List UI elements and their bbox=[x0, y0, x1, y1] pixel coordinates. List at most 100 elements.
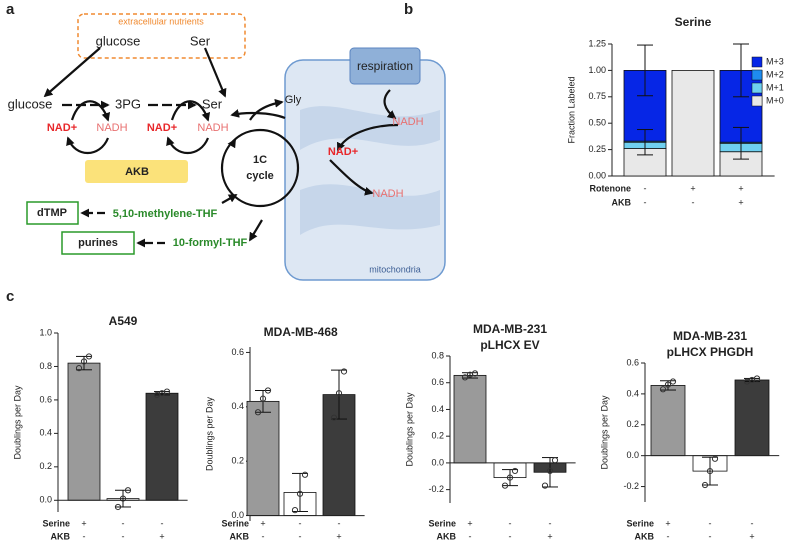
y-tick-label: 0.6 bbox=[231, 347, 244, 357]
data-point bbox=[551, 457, 559, 464]
purines-box bbox=[61, 231, 135, 255]
data-point bbox=[163, 388, 171, 395]
y-axis-title: Doublings per Day bbox=[12, 385, 22, 460]
condition-name: Serine bbox=[221, 518, 249, 528]
node-label: NAD+ bbox=[47, 122, 77, 134]
y-tick-label: 0.8 bbox=[39, 361, 52, 371]
legend-swatch bbox=[751, 56, 763, 68]
node-label: NAD+ bbox=[328, 146, 358, 158]
node-label: glucose bbox=[8, 96, 53, 111]
data-point bbox=[669, 378, 677, 385]
condition-name: AKB bbox=[51, 531, 71, 541]
data-point bbox=[85, 353, 93, 360]
data-point bbox=[511, 467, 519, 475]
condition-value: - bbox=[644, 197, 647, 207]
node-label: cycle bbox=[246, 170, 274, 182]
condition-value: - bbox=[509, 531, 512, 541]
condition-value: - bbox=[83, 531, 86, 541]
y-axis-title: Doublings per Day bbox=[599, 395, 609, 470]
condition-name: Serine bbox=[428, 518, 456, 528]
data-point bbox=[124, 487, 132, 494]
data-point bbox=[119, 495, 127, 502]
respiration-box bbox=[349, 47, 421, 85]
condition-value: - bbox=[549, 518, 552, 528]
condition-value: - bbox=[299, 531, 302, 541]
condition-value: + bbox=[260, 518, 265, 528]
data-point bbox=[501, 482, 509, 489]
data-point bbox=[471, 370, 479, 377]
condition-name: Rotenone bbox=[590, 183, 632, 193]
condition-value: + bbox=[467, 518, 472, 528]
node-label: AKB bbox=[125, 166, 149, 178]
node-label: Ser bbox=[202, 96, 223, 111]
condition-value: - bbox=[709, 518, 712, 528]
data-point bbox=[753, 375, 761, 382]
y-tick-label: 0.75 bbox=[588, 91, 606, 101]
arrow bbox=[336, 123, 399, 152]
data-point bbox=[330, 414, 338, 421]
condition-value: - bbox=[122, 531, 125, 541]
y-tick-label: 0.4 bbox=[231, 401, 244, 411]
arrow bbox=[329, 159, 374, 196]
y-tick-label: 0.0 bbox=[626, 450, 639, 460]
y-tick-label: 0.50 bbox=[588, 118, 606, 128]
condition-value: - bbox=[751, 518, 754, 528]
y-axis-title: Fraction Labeled bbox=[566, 76, 576, 143]
node-label: Gly bbox=[285, 94, 302, 106]
bar bbox=[67, 362, 101, 501]
panel-label: a bbox=[6, 1, 15, 18]
bar bbox=[650, 384, 686, 457]
legend-label: M+0 bbox=[766, 95, 784, 105]
arrow bbox=[166, 136, 210, 154]
legend-swatch bbox=[751, 82, 763, 94]
arrow bbox=[383, 89, 397, 120]
condition-name: AKB bbox=[635, 531, 655, 541]
data-point bbox=[75, 365, 83, 372]
node-label: 3PG bbox=[115, 96, 141, 111]
data-point bbox=[541, 482, 549, 489]
y-axis-title: Doublings per Day bbox=[204, 396, 214, 471]
condition-value: + bbox=[738, 197, 743, 207]
chart-title: Serine bbox=[675, 15, 712, 29]
y-tick-label: 0.2 bbox=[431, 431, 444, 441]
condition-name: AKB bbox=[437, 531, 457, 541]
data-point bbox=[296, 490, 304, 497]
condition-value: + bbox=[665, 518, 670, 528]
condition-value: - bbox=[469, 531, 472, 541]
diagram: extracellular nutrients glucose Ser gluc… bbox=[8, 13, 446, 281]
arrow bbox=[70, 100, 111, 122]
condition-value: + bbox=[749, 531, 754, 541]
y-tick-label: 0.2 bbox=[231, 456, 244, 466]
condition-value: - bbox=[667, 531, 670, 541]
legend-swatch bbox=[751, 69, 763, 81]
chart-title: pLHCX PHGDH bbox=[667, 345, 754, 359]
chart-title: MDA-MB-468 bbox=[264, 325, 338, 339]
cristae bbox=[300, 106, 440, 236]
data-point bbox=[80, 358, 88, 365]
y-tick-label: 1.25 bbox=[588, 38, 606, 48]
data-point bbox=[335, 390, 343, 397]
condition-value: + bbox=[336, 531, 341, 541]
node-label: Ser bbox=[190, 33, 211, 48]
arrow bbox=[249, 98, 284, 121]
data-point bbox=[664, 381, 672, 388]
y-tick-label: 1.00 bbox=[588, 65, 606, 75]
one-carbon-cycle bbox=[220, 128, 300, 208]
node-label: 5,10-methylene-THF bbox=[113, 208, 218, 220]
condition-value: - bbox=[299, 518, 302, 528]
condition-value: - bbox=[509, 518, 512, 528]
chart-title: MDA-MB-231 bbox=[473, 322, 547, 336]
bar bbox=[246, 400, 280, 516]
chart-title: pLHCX EV bbox=[480, 338, 539, 352]
condition-value: - bbox=[338, 518, 341, 528]
condition-value: - bbox=[709, 531, 712, 541]
y-tick-label: 0.2 bbox=[626, 419, 639, 429]
panel-label: c bbox=[6, 288, 14, 305]
data-point bbox=[506, 474, 514, 481]
data-point bbox=[259, 395, 267, 402]
data-point bbox=[461, 374, 469, 381]
node-label: purines bbox=[78, 237, 118, 249]
legend-label: M+2 bbox=[766, 69, 784, 79]
node-label: NADH bbox=[392, 116, 423, 128]
y-axis-title: Doublings per Day bbox=[404, 392, 414, 467]
